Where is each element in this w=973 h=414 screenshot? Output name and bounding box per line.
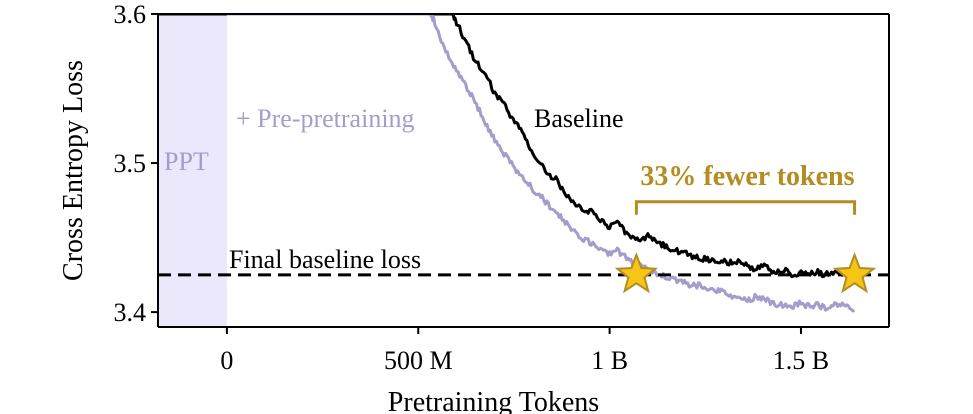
y-tick-label: 3.5 xyxy=(114,149,147,178)
x-tick-label: 1.5 B xyxy=(773,346,829,375)
x-axis-label: Pretraining Tokens xyxy=(388,387,599,414)
x-tick-label: 1 B xyxy=(591,346,628,375)
token-savings-label: 33% fewer tokens xyxy=(640,161,854,192)
ppt-region-label: PPT xyxy=(164,147,209,176)
star-marker-1 xyxy=(614,251,659,294)
y-tick-label: 3.6 xyxy=(114,0,147,29)
x-tick-label: 500 M xyxy=(384,346,453,375)
series-line-baseline xyxy=(158,14,856,279)
baseline-series-label: Baseline xyxy=(534,104,624,133)
y-tick-label: 3.4 xyxy=(114,298,147,327)
x-tick-label: 0 xyxy=(220,346,233,375)
tick-marks: 0 500 M 1 B 1.5 B 3.4 3.5 3.6 xyxy=(114,0,830,375)
star-marker-2 xyxy=(832,251,877,294)
final-baseline-loss-label: Final baseline loss xyxy=(229,245,421,274)
y-axis-label: Cross Entropy Loss xyxy=(58,60,89,281)
pre-pretraining-series-label: + Pre-pretraining xyxy=(236,104,415,133)
axes xyxy=(157,13,890,328)
savings-bracket xyxy=(634,200,857,215)
